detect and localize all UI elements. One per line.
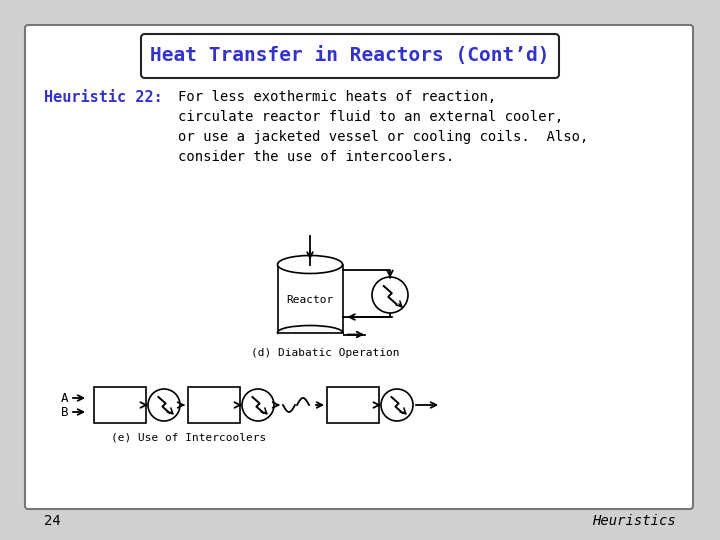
Text: (d) Diabatic Operation: (d) Diabatic Operation bbox=[251, 348, 400, 359]
Circle shape bbox=[381, 389, 413, 421]
Ellipse shape bbox=[277, 326, 343, 340]
Text: Heuristics: Heuristics bbox=[593, 514, 676, 528]
Text: For less exothermic heats of reaction,: For less exothermic heats of reaction, bbox=[178, 90, 496, 104]
Bar bbox=[327, 387, 379, 423]
Circle shape bbox=[372, 277, 408, 313]
Bar bbox=[188, 387, 240, 423]
Bar bbox=[94, 387, 146, 423]
Circle shape bbox=[148, 389, 180, 421]
Text: Reactor: Reactor bbox=[287, 295, 333, 305]
Text: 24: 24 bbox=[44, 514, 60, 528]
Text: or use a jacketed vessel or cooling coils.  Also,: or use a jacketed vessel or cooling coil… bbox=[178, 130, 588, 144]
Circle shape bbox=[242, 389, 274, 421]
Text: Heuristic 22:: Heuristic 22: bbox=[44, 90, 163, 105]
Text: (e) Use of Intercoolers: (e) Use of Intercoolers bbox=[112, 433, 266, 443]
FancyBboxPatch shape bbox=[141, 34, 559, 78]
Bar bbox=[277, 265, 343, 333]
Text: A: A bbox=[60, 392, 68, 404]
Text: Heat Transfer in Reactors (Cont’d): Heat Transfer in Reactors (Cont’d) bbox=[150, 46, 550, 65]
FancyBboxPatch shape bbox=[25, 25, 693, 509]
Text: B: B bbox=[60, 406, 68, 419]
Text: consider the use of intercoolers.: consider the use of intercoolers. bbox=[178, 150, 454, 164]
Text: circulate reactor fluid to an external cooler,: circulate reactor fluid to an external c… bbox=[178, 110, 563, 124]
Ellipse shape bbox=[277, 255, 343, 273]
Bar bbox=[277, 333, 343, 341]
